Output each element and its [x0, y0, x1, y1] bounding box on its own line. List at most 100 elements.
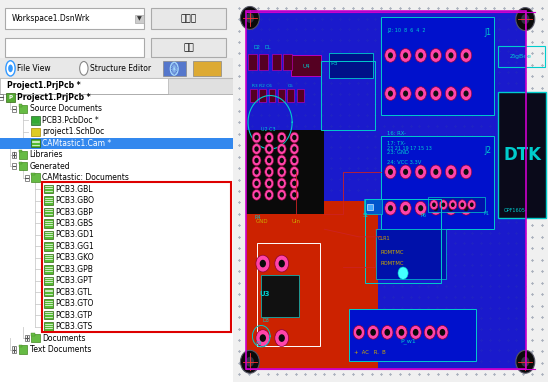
Bar — [19, 105, 27, 113]
Text: 工作台: 工作台 — [181, 14, 197, 23]
Circle shape — [410, 325, 421, 339]
Text: 17: TX-: 17: TX- — [387, 141, 406, 146]
Circle shape — [279, 158, 284, 163]
Circle shape — [433, 169, 438, 175]
Bar — [135, 15, 145, 23]
Circle shape — [460, 201, 472, 215]
Bar — [246, 201, 378, 369]
Text: PCB3.GD1: PCB3.GD1 — [55, 230, 94, 240]
Bar — [44, 219, 53, 228]
Text: P1: P1 — [483, 211, 489, 217]
Bar — [193, 61, 221, 76]
Text: GND: GND — [255, 219, 268, 224]
Bar — [44, 185, 53, 193]
Circle shape — [254, 181, 259, 186]
Text: File View: File View — [18, 64, 51, 73]
Bar — [31, 333, 35, 336]
Text: PCB3.GKO: PCB3.GKO — [55, 253, 94, 262]
Circle shape — [279, 192, 284, 197]
Circle shape — [430, 87, 442, 100]
Text: P6: P6 — [420, 213, 426, 219]
Bar — [272, 54, 281, 70]
Circle shape — [278, 334, 285, 342]
Circle shape — [430, 200, 438, 210]
Text: R3 R2 C6: R3 R2 C6 — [252, 84, 272, 88]
Text: PCB3.GTP: PCB3.GTP — [55, 311, 92, 320]
Circle shape — [260, 260, 266, 267]
Bar — [367, 204, 373, 210]
Circle shape — [267, 146, 271, 152]
Circle shape — [385, 165, 396, 179]
Text: Uin: Uin — [291, 219, 300, 224]
Circle shape — [265, 144, 273, 154]
Bar — [0, 138, 233, 149]
Bar — [31, 139, 41, 147]
Circle shape — [432, 202, 436, 207]
Bar — [0, 94, 233, 382]
Circle shape — [252, 132, 261, 143]
Circle shape — [460, 49, 472, 62]
Bar — [4, 8, 145, 29]
Bar — [498, 46, 545, 67]
Circle shape — [516, 8, 535, 31]
Text: Libraries: Libraries — [30, 150, 63, 159]
Circle shape — [267, 192, 271, 197]
Circle shape — [275, 255, 289, 272]
Circle shape — [290, 144, 299, 154]
Text: D2: D2 — [253, 45, 260, 50]
Bar — [44, 277, 53, 285]
Circle shape — [521, 357, 529, 367]
Circle shape — [292, 158, 296, 163]
Text: U3: U3 — [260, 291, 270, 297]
Circle shape — [246, 13, 254, 23]
Circle shape — [437, 325, 448, 339]
Bar — [19, 104, 22, 107]
Bar — [19, 150, 22, 152]
Circle shape — [418, 52, 423, 58]
Bar — [12, 106, 16, 112]
Text: PCB3.GBS: PCB3.GBS — [55, 219, 93, 228]
Bar — [12, 152, 16, 158]
Bar — [12, 163, 16, 169]
Bar — [248, 54, 257, 70]
Bar — [0, 78, 168, 94]
Bar — [381, 17, 494, 115]
Text: PCB3.GBP: PCB3.GBP — [55, 207, 93, 217]
Circle shape — [451, 202, 455, 207]
Circle shape — [398, 329, 404, 336]
Circle shape — [460, 165, 472, 179]
Circle shape — [388, 91, 393, 97]
Circle shape — [241, 6, 259, 29]
Circle shape — [446, 87, 456, 100]
Text: P3: P3 — [330, 60, 338, 66]
Bar — [31, 173, 41, 182]
Bar — [44, 322, 53, 331]
Text: R4: R4 — [255, 215, 261, 220]
Bar — [278, 89, 285, 102]
Circle shape — [267, 169, 271, 175]
Circle shape — [418, 205, 423, 211]
Circle shape — [254, 192, 259, 197]
Bar — [44, 196, 53, 205]
Circle shape — [254, 158, 259, 163]
Circle shape — [460, 202, 464, 207]
Text: PCB3.GPT: PCB3.GPT — [55, 276, 93, 285]
Circle shape — [388, 52, 393, 58]
Text: project1.SchDoc: project1.SchDoc — [42, 127, 105, 136]
Circle shape — [277, 155, 286, 166]
Circle shape — [290, 189, 299, 200]
Bar — [151, 8, 226, 29]
Circle shape — [464, 91, 469, 97]
Circle shape — [292, 146, 296, 152]
Circle shape — [265, 189, 273, 200]
Circle shape — [278, 260, 285, 267]
Text: PCB3.PcbDoc *: PCB3.PcbDoc * — [42, 116, 99, 125]
Bar — [350, 309, 476, 361]
Circle shape — [400, 87, 411, 100]
Bar — [44, 288, 53, 296]
Bar — [259, 54, 268, 70]
Circle shape — [381, 325, 393, 339]
Text: PCB3.GBL: PCB3.GBL — [55, 185, 93, 194]
Circle shape — [254, 135, 259, 140]
Text: Source Documents: Source Documents — [30, 104, 101, 113]
